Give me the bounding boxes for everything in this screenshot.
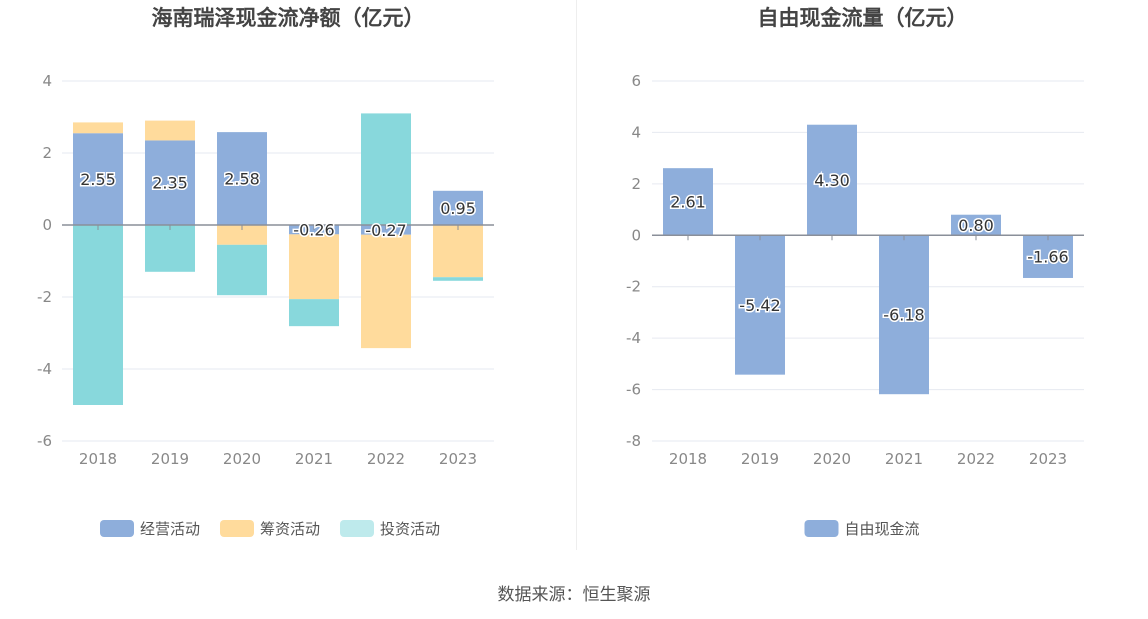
cash-flow-net-chart-panel: 海南瑞泽现金流净额（亿元） 4 2 0 -2 -4 -6 2018 2019 2020 2021 2… [0,0,576,560]
y-tick-label: -2 [37,288,52,306]
bar-自由现金流-2018 [663,168,713,236]
bar-筹资活动-2020 [217,225,267,245]
y-tick-label: -2 [626,278,641,296]
data-label: 2.58 [224,170,260,189]
bar-投资活动-2021 [289,299,339,327]
x-tick-label: 2020 [813,450,851,468]
data-label: 4.30 [814,171,850,190]
bar-投资活动-2023 [433,277,483,281]
x-tick-label: 2019 [741,450,779,468]
data-label: 0.95 [440,199,476,218]
data-label: 2.55 [80,170,116,189]
y-tick-label: -8 [626,432,641,450]
data-label: -0.27 [365,221,406,240]
y-tick-label: 6 [631,72,641,90]
data-label: 2.35 [152,174,188,193]
legend-swatch-经营活动 [100,520,134,537]
free-cash-flow-chart-panel: 自由现金流量（亿元） 6 4 2 0 -2 -4 -6 -8 2018 2019 2020 2021 2… [577,0,1148,560]
bar-筹资活动-2018 [73,122,123,134]
y-tick-label: 2 [631,175,641,193]
bar-投资活动-2018 [73,225,123,405]
y-tick-label: 4 [631,123,641,141]
bar-自由现金流-2022 [951,214,1001,236]
bar-自由现金流-2019 [735,235,785,375]
chart-title: 海南瑞泽现金流净额（亿元） [151,6,425,30]
bar-筹资活动-2023 [433,225,483,278]
data-label: 2.61 [670,193,706,212]
data-label: 0.80 [958,216,994,235]
chart-title: 自由现金流量（亿元） [757,6,968,30]
cash-flow-net-chart: 4 2 0 -2 -4 -6 2018 2019 2020 2021 2022 2023 2.55 2.3… [37,72,494,538]
bar-投资活动-2019 [145,225,195,272]
panel-divider [576,0,577,550]
y-tick-label: 4 [42,72,52,90]
bar-自由现金流-2020 [807,124,857,236]
legend-swatch-筹资活动 [220,520,254,537]
y-tick-label: -4 [37,360,52,378]
bar-投资活动-2020 [217,244,267,296]
x-tick-label: 2022 [367,450,405,468]
data-label: -6.18 [883,306,924,325]
y-tick-label: 0 [631,226,641,244]
x-tick-label: 2018 [79,450,117,468]
bar-经营活动-2023 [433,190,483,225]
x-tick-label: 2023 [1029,450,1067,468]
bar-自由现金流-2023 [1023,235,1073,278]
data-label: -1.66 [1027,248,1068,267]
legend-swatch-自由现金流 [804,520,839,537]
x-tick-label: 2018 [669,450,707,468]
bar-筹资活动-2019 [145,120,195,141]
legend-label: 投资活动 [380,520,440,538]
x-tick-label: 2021 [295,450,333,468]
x-tick-label: 2019 [151,450,189,468]
bar-筹资活动-2021 [289,234,339,300]
y-tick-label: -6 [626,381,641,399]
legend-label: 筹资活动 [260,520,320,538]
x-tick-label: 2023 [439,450,477,468]
bar-投资活动-2022 [361,113,411,225]
data-source-note: 数据来源：恒生聚源 [497,585,651,605]
legend-swatch-投资活动 [340,520,374,537]
x-tick-label: 2020 [223,450,261,468]
data-label: -5.42 [739,296,780,315]
bar-自由现金流-2021 [879,235,929,395]
data-label: -0.26 [293,221,334,240]
x-tick-label: 2021 [885,450,923,468]
legend-label: 自由现金流 [845,520,920,538]
y-tick-label: -6 [37,432,52,450]
y-tick-label: 0 [42,216,52,234]
bar-经营活动-2018 [73,133,123,225]
bar-经营活动-2020 [217,132,267,225]
bar-筹资活动-2022 [361,234,411,349]
bar-经营活动-2019 [145,140,195,225]
y-tick-label: 2 [42,144,52,162]
x-tick-label: 2022 [957,450,995,468]
y-tick-label: -4 [626,329,641,347]
free-cash-flow-chart: 6 4 2 0 -2 -4 -6 -8 2018 2019 2020 2021 2022 2023 2.61… [626,72,1084,538]
legend-label: 经营活动 [140,520,200,538]
